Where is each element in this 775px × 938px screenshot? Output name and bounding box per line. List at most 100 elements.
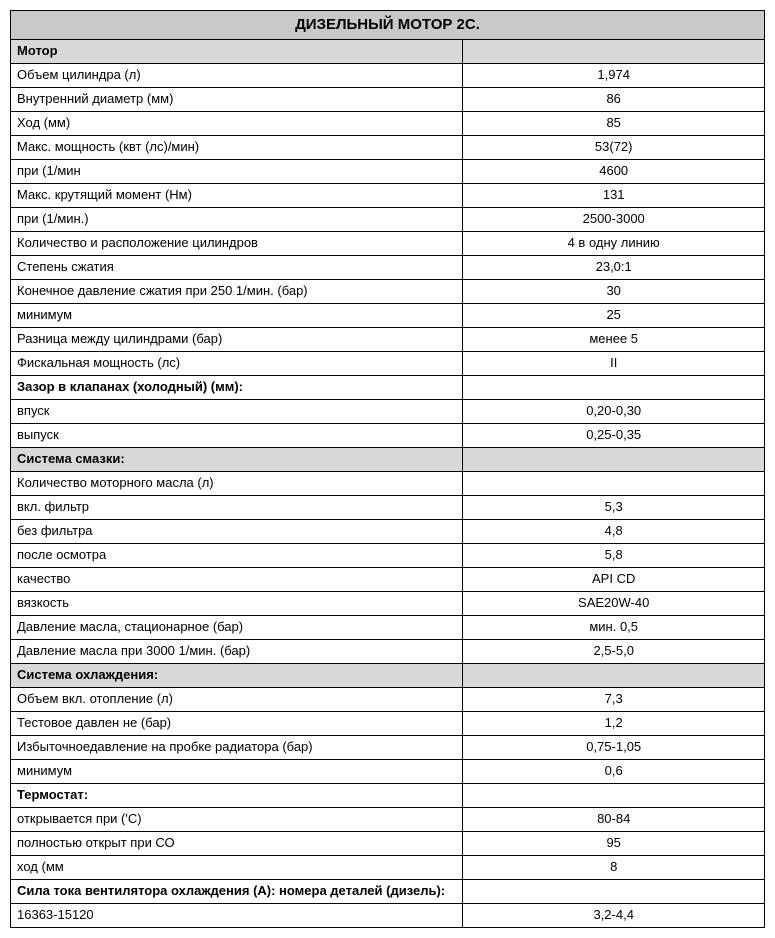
row-value: 25 bbox=[463, 303, 765, 327]
row-label: после осмотра bbox=[11, 543, 463, 567]
row-label: Количество и расположение цилиндров bbox=[11, 231, 463, 255]
row-value: 0,25-0,35 bbox=[463, 423, 765, 447]
row-value: 85 bbox=[463, 111, 765, 135]
row-value bbox=[463, 39, 765, 63]
row-value: 86 bbox=[463, 87, 765, 111]
row-value: 4 в одну линию bbox=[463, 231, 765, 255]
table-row: Мотор bbox=[11, 39, 765, 63]
table-row: при (1/мин.)2500-3000 bbox=[11, 207, 765, 231]
row-label: Ход (мм) bbox=[11, 111, 463, 135]
row-label: Фискальная мощность (лс) bbox=[11, 351, 463, 375]
row-value: 95 bbox=[463, 831, 765, 855]
row-label: Система смазки: bbox=[11, 447, 463, 471]
table-row: Сила тока вентилятора охлаждения (А): но… bbox=[11, 879, 765, 903]
row-label: Макс. крутящий момент (Нм) bbox=[11, 183, 463, 207]
row-value: SAE20W-40 bbox=[463, 591, 765, 615]
table-row: после осмотра5,8 bbox=[11, 543, 765, 567]
row-label: Разница между цилиндрами (бар) bbox=[11, 327, 463, 351]
table-row: без фильтра4,8 bbox=[11, 519, 765, 543]
table-row: открывается при ('С)80-84 bbox=[11, 807, 765, 831]
row-label: Степень сжатия bbox=[11, 255, 463, 279]
row-label: при (1/мин.) bbox=[11, 207, 463, 231]
row-label: Тестовое давлен не (бар) bbox=[11, 711, 463, 735]
table-row: выпуск0,25-0,35 bbox=[11, 423, 765, 447]
row-label: Объем вкл. отопление (л) bbox=[11, 687, 463, 711]
row-value bbox=[463, 375, 765, 399]
table-row: Тестовое давлен не (бар)1,2 bbox=[11, 711, 765, 735]
row-label: Система охлаждения: bbox=[11, 663, 463, 687]
row-value: 53(72) bbox=[463, 135, 765, 159]
spec-table: ДИЗЕЛЬНЫЙ МОТОР 2С. МоторОбъем цилиндра … bbox=[10, 10, 765, 928]
table-row: Степень сжатия23,0:1 bbox=[11, 255, 765, 279]
row-value bbox=[463, 783, 765, 807]
row-label: минимум bbox=[11, 303, 463, 327]
row-value: 3,2-4,4 bbox=[463, 903, 765, 927]
row-value: 131 bbox=[463, 183, 765, 207]
row-label: без фильтра bbox=[11, 519, 463, 543]
title-row: ДИЗЕЛЬНЫЙ МОТОР 2С. bbox=[11, 11, 765, 40]
table-title: ДИЗЕЛЬНЫЙ МОТОР 2С. bbox=[11, 11, 765, 40]
row-value: 4600 bbox=[463, 159, 765, 183]
table-row: Термостат: bbox=[11, 783, 765, 807]
table-row: Избыточноедавление на пробке радиатора (… bbox=[11, 735, 765, 759]
table-row: полностью открыт при СО95 bbox=[11, 831, 765, 855]
row-label: Давление масла при 3000 1/мин. (бар) bbox=[11, 639, 463, 663]
row-value: 30 bbox=[463, 279, 765, 303]
row-label: открывается при ('С) bbox=[11, 807, 463, 831]
row-label: Конечное давление сжатия при 250 1/мин. … bbox=[11, 279, 463, 303]
table-row: Макс. крутящий момент (Нм)131 bbox=[11, 183, 765, 207]
row-value: 5,8 bbox=[463, 543, 765, 567]
table-row: вязкостьSAE20W-40 bbox=[11, 591, 765, 615]
table-row: Разница между цилиндрами (бар)менее 5 bbox=[11, 327, 765, 351]
row-label: полностью открыт при СО bbox=[11, 831, 463, 855]
table-row: Система охлаждения: bbox=[11, 663, 765, 687]
row-label: Давление масла, стационарное (бар) bbox=[11, 615, 463, 639]
row-value: 4,8 bbox=[463, 519, 765, 543]
row-value bbox=[463, 471, 765, 495]
row-value: API CD bbox=[463, 567, 765, 591]
row-label: Внутренний диаметр (мм) bbox=[11, 87, 463, 111]
row-value bbox=[463, 447, 765, 471]
table-row: Объем цилиндра (л)1,974 bbox=[11, 63, 765, 87]
row-value: 80-84 bbox=[463, 807, 765, 831]
row-value bbox=[463, 879, 765, 903]
table-row: минимум0,6 bbox=[11, 759, 765, 783]
row-value: мин. 0,5 bbox=[463, 615, 765, 639]
table-row: Количество и расположение цилиндров4 в о… bbox=[11, 231, 765, 255]
row-value: 0,20-0,30 bbox=[463, 399, 765, 423]
row-label: Макс. мощность (квт (лс)/мин) bbox=[11, 135, 463, 159]
row-label: Зазор в клапанах (холодный) (мм): bbox=[11, 375, 463, 399]
table-row: Зазор в клапанах (холодный) (мм): bbox=[11, 375, 765, 399]
row-value: 2,5-5,0 bbox=[463, 639, 765, 663]
row-value: 23,0:1 bbox=[463, 255, 765, 279]
row-label: Мотор bbox=[11, 39, 463, 63]
row-value: 5,3 bbox=[463, 495, 765, 519]
table-row: Количество моторного масла (л) bbox=[11, 471, 765, 495]
table-row: Фискальная мощность (лс)II bbox=[11, 351, 765, 375]
row-label: минимум bbox=[11, 759, 463, 783]
row-value: менее 5 bbox=[463, 327, 765, 351]
row-value: 8 bbox=[463, 855, 765, 879]
table-row: ход (мм8 bbox=[11, 855, 765, 879]
row-value: 0,6 bbox=[463, 759, 765, 783]
row-value: II bbox=[463, 351, 765, 375]
row-value: 1,974 bbox=[463, 63, 765, 87]
table-row: вкл. фильтр5,3 bbox=[11, 495, 765, 519]
table-row: Давление масла, стационарное (бар)мин. 0… bbox=[11, 615, 765, 639]
row-label: впуск bbox=[11, 399, 463, 423]
table-row: 16363-151203,2-4,4 bbox=[11, 903, 765, 927]
table-row: качествоAPI CD bbox=[11, 567, 765, 591]
row-value: 1,2 bbox=[463, 711, 765, 735]
row-value: 2500-3000 bbox=[463, 207, 765, 231]
table-row: впуск0,20-0,30 bbox=[11, 399, 765, 423]
row-label: 16363-15120 bbox=[11, 903, 463, 927]
row-label: Термостат: bbox=[11, 783, 463, 807]
row-label: при (1/мин bbox=[11, 159, 463, 183]
table-row: Ход (мм)85 bbox=[11, 111, 765, 135]
table-row: при (1/мин4600 bbox=[11, 159, 765, 183]
row-label: Объем цилиндра (л) bbox=[11, 63, 463, 87]
table-row: Внутренний диаметр (мм)86 bbox=[11, 87, 765, 111]
row-value bbox=[463, 663, 765, 687]
row-label: качество bbox=[11, 567, 463, 591]
table-row: Конечное давление сжатия при 250 1/мин. … bbox=[11, 279, 765, 303]
